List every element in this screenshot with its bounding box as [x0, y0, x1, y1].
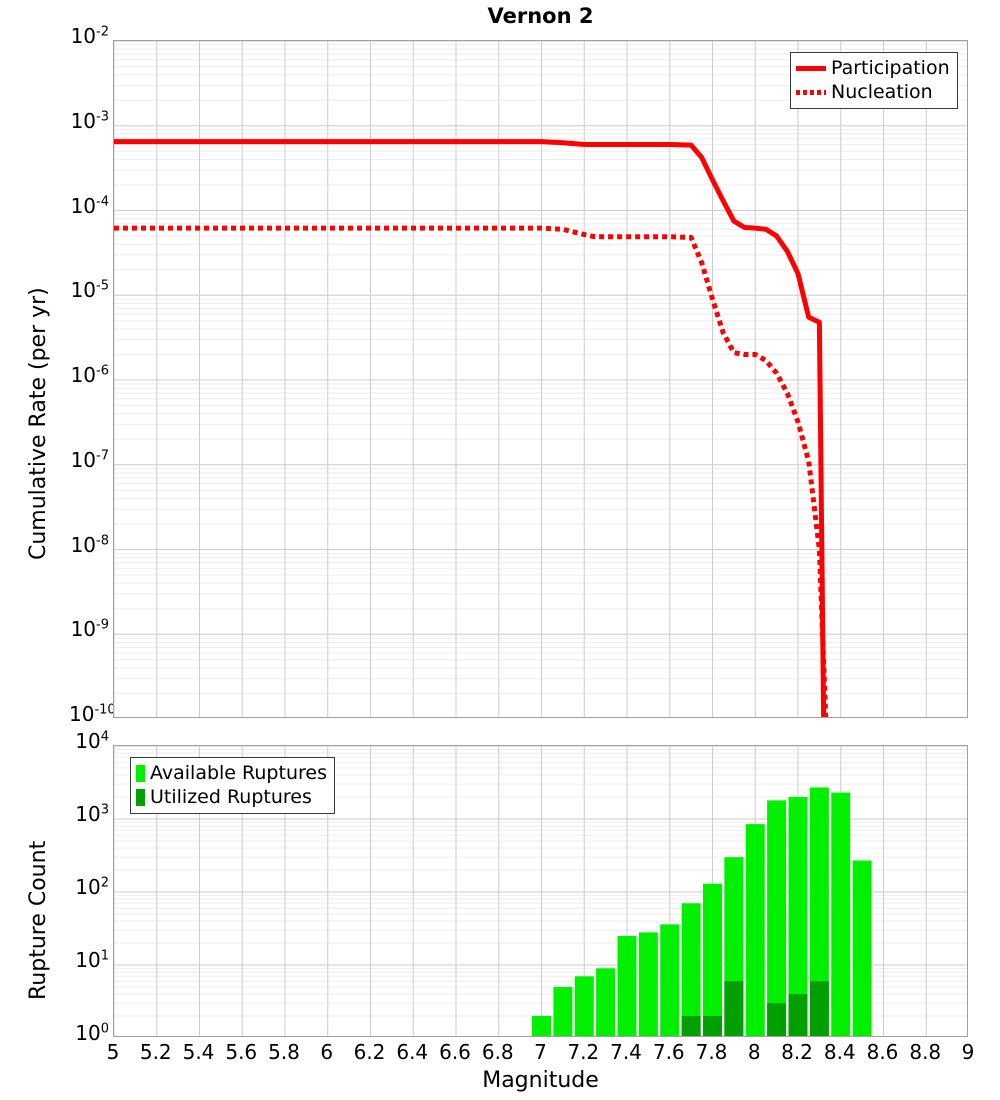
top-y-tick-label: 10-3: [70, 108, 109, 133]
bar-available: [532, 1016, 551, 1036]
x-tick-label: 8.8: [909, 1040, 942, 1064]
top-plot-canvas: [114, 41, 967, 717]
bottom-plot-y-axis-label: Rupture Count: [26, 840, 51, 1000]
bottom-y-tick-label: 104: [75, 729, 109, 753]
top-y-tick-label: 10-2: [70, 24, 109, 48]
bar-available: [809, 787, 829, 1036]
top-y-tick-label: 10-10: [69, 702, 116, 726]
bar-available: [681, 903, 701, 1036]
bar-utilized: [788, 994, 808, 1036]
bar-utilized: [809, 981, 829, 1036]
bottom-y-tick-label: 103: [75, 802, 109, 826]
bottom-plot-legend: Available Ruptures Utilized Ruptures: [130, 757, 335, 814]
bar-available: [596, 968, 616, 1036]
top-y-tick-label: 10-8: [70, 532, 109, 557]
bar-utilized: [681, 1016, 701, 1036]
bar-utilized: [703, 1016, 722, 1036]
legend-label-participation: Participation: [831, 57, 950, 79]
bar-available: [703, 883, 722, 1036]
x-tick-label: 5.4: [182, 1040, 215, 1064]
top-y-tick-label: 10-4: [70, 193, 109, 218]
bar-available: [852, 860, 872, 1036]
solid-line-icon: [796, 65, 826, 71]
legend-item-available-ruptures[interactable]: Available Ruptures: [136, 761, 327, 785]
series-nucleation: [114, 225, 829, 717]
series-participation: [114, 139, 827, 717]
top-y-tick-label: 10-5: [70, 278, 109, 303]
legend-label-utilized: Utilized Ruptures: [150, 786, 312, 808]
bar-available: [745, 824, 765, 1036]
x-tick-label: 6.4: [396, 1040, 429, 1064]
x-tick-label: 7.2: [567, 1040, 600, 1064]
bar-utilized: [767, 1003, 787, 1036]
bar-available: [788, 797, 808, 1036]
top-y-tick-label: 10-9: [70, 617, 109, 642]
x-tick-label: 6: [320, 1040, 334, 1064]
bottom-y-tick-label: 101: [75, 948, 109, 972]
x-tick-label: 7.8: [695, 1040, 728, 1064]
bottom-y-tick-label: 102: [75, 875, 109, 899]
bar-available: [638, 932, 658, 1036]
legend-label-nucleation: Nucleation: [831, 81, 933, 103]
bottom-plot-canvas: [114, 746, 967, 1036]
x-tick-label: 7.4: [610, 1040, 642, 1064]
x-tick-label: 7: [534, 1040, 547, 1064]
x-axis-label: Magnitude: [482, 1068, 599, 1093]
x-tick-label: 7.6: [652, 1040, 685, 1064]
top-y-tick-label: 10-6: [70, 363, 109, 387]
x-tick-label: 6.6: [439, 1040, 471, 1064]
cumulative-rate-plot: [113, 40, 968, 718]
bar-available: [660, 924, 680, 1036]
x-tick-label: 6.2: [353, 1040, 386, 1064]
legend-item-utilized-ruptures[interactable]: Utilized Ruptures: [136, 785, 327, 809]
x-tick-label: 6.8: [481, 1040, 514, 1064]
bar-available: [617, 935, 637, 1036]
bar-available: [553, 986, 573, 1036]
top-y-tick-label: 10-7: [70, 447, 109, 472]
bar-utilized: [724, 981, 744, 1036]
bar-available: [831, 792, 851, 1036]
bar-available: [767, 800, 787, 1036]
x-tick-label: 5: [106, 1040, 120, 1064]
dotted-line-icon: [796, 89, 826, 95]
legend-label-available: Available Ruptures: [150, 762, 327, 784]
x-tick-label: 8: [747, 1040, 761, 1064]
x-tick-label: 5.2: [139, 1040, 172, 1064]
page-title: Vernon 2: [487, 4, 594, 28]
legend-item-nucleation[interactable]: Nucleation: [796, 80, 950, 104]
x-tick-label: 8.2: [781, 1040, 813, 1064]
utilized-color-icon: [136, 788, 145, 806]
x-tick-label: 5.6: [225, 1040, 258, 1064]
bar-available: [574, 976, 594, 1036]
x-tick-label: 8.6: [866, 1040, 899, 1064]
top-plot-legend: Participation Nucleation: [790, 52, 958, 109]
bottom-y-tick-label: 100: [75, 1021, 109, 1045]
top-plot-y-axis-label: Cumulative Rate (per yr): [26, 287, 51, 560]
available-color-icon: [136, 764, 145, 782]
x-tick-label: 5.8: [268, 1040, 300, 1064]
legend-item-participation[interactable]: Participation: [796, 56, 950, 80]
x-tick-label: 9: [961, 1040, 975, 1064]
x-tick-label: 8.4: [823, 1040, 856, 1064]
